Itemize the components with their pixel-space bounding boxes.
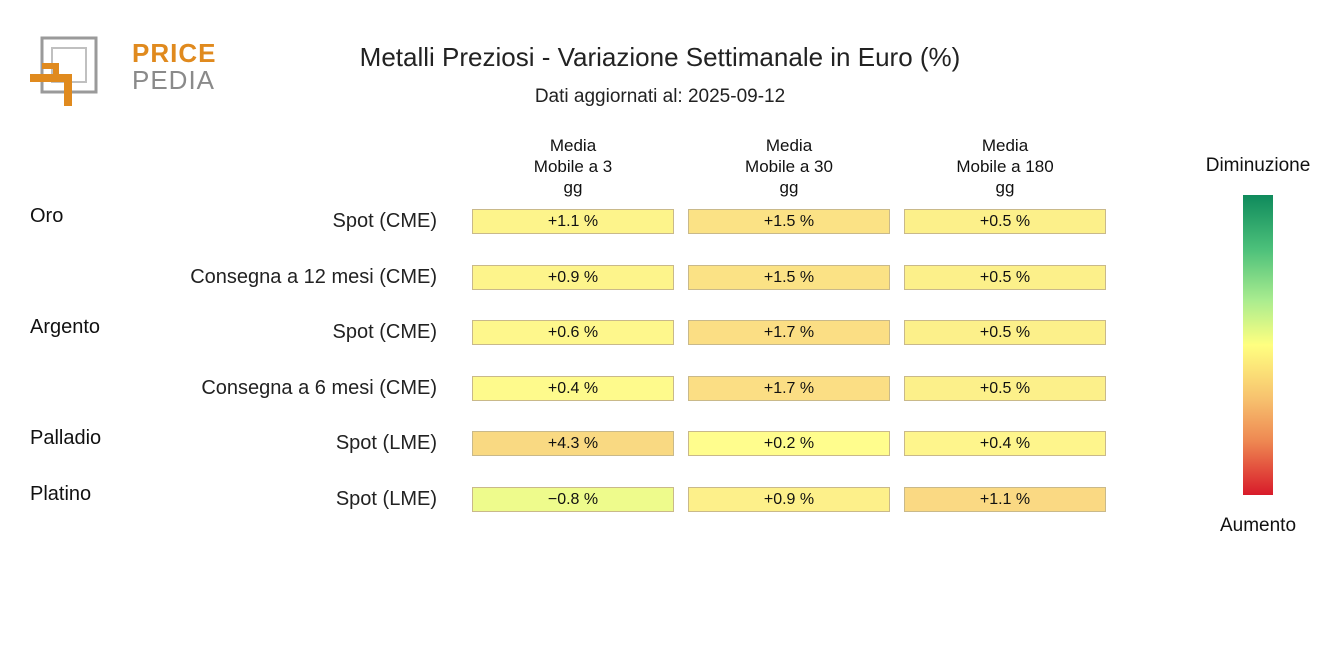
- heatmap-cell: +0.4 %: [472, 375, 674, 401]
- heatmap-cell: +0.6 %: [472, 320, 674, 345]
- heatmap-cell: +1.1 %: [472, 209, 674, 234]
- column-header: Media Mobile a 180 gg: [904, 135, 1106, 198]
- metal-group-label: Platino: [30, 482, 92, 505]
- column-header-line: Mobile a 180: [956, 157, 1054, 176]
- heatmap-cell: +0.5 %: [904, 375, 1106, 401]
- heatmap-cell: +1.5 %: [688, 264, 890, 290]
- column-header-line: Media: [981, 136, 1029, 155]
- heatmap-cell: +0.5 %: [904, 264, 1106, 290]
- legend-top-label: Diminuzione: [1205, 155, 1311, 176]
- metal-group-label: Oro: [30, 205, 64, 227]
- heatmap-cell: +0.9 %: [472, 264, 674, 290]
- column-header-line: Media: [549, 136, 597, 155]
- logo-pedia-text: PEDIA: [132, 65, 216, 95]
- heatmap-cell: +1.5 %: [688, 209, 890, 234]
- column-header-line: gg: [779, 178, 799, 197]
- metal-group-label: Palladio: [30, 427, 102, 449]
- heatmap-cell: −0.8 %: [472, 486, 674, 512]
- heatmap-cell: +0.4 %: [904, 431, 1106, 456]
- legend-color-bar: [1243, 195, 1273, 495]
- heatmap-cell: +1.7 %: [688, 320, 890, 345]
- metal-group-label: Argento: [30, 316, 101, 338]
- column-header-line: Mobile a 3: [533, 157, 613, 176]
- row-label: Spot (LME): [335, 487, 437, 510]
- chart-title: Metalli Preziosi - Variazione Settimanal…: [359, 42, 961, 72]
- column-header-line: gg: [995, 178, 1015, 197]
- logo-mark-icon: [30, 36, 98, 106]
- column-header-line: Mobile a 30: [745, 157, 833, 176]
- row-label: Spot (CME): [332, 210, 437, 232]
- row-label: Spot (LME): [335, 432, 437, 454]
- column-header-line: Media: [765, 136, 813, 155]
- heatmap-cell: +1.1 %: [904, 486, 1106, 512]
- chart-subtitle: Dati aggiornati al: 2025-09-12: [534, 86, 786, 107]
- logo-price-text: PRICE: [132, 38, 217, 68]
- heatmap-cell: +4.3 %: [472, 431, 674, 456]
- heatmap-cell: +0.5 %: [904, 320, 1106, 345]
- heatmap-cell: +0.9 %: [688, 486, 890, 512]
- heatmap-cell: +0.2 %: [688, 431, 890, 456]
- legend-bottom-label: Aumento: [1219, 515, 1297, 536]
- heatmap-cell: +1.7 %: [688, 375, 890, 401]
- pricepedia-logo: PRICE PEDIA: [28, 36, 215, 112]
- column-header: Media Mobile a 30 gg: [688, 135, 890, 198]
- row-label: Consegna a 12 mesi (CME): [190, 265, 437, 288]
- row-label: Spot (CME): [332, 321, 437, 343]
- heatmap-cell: +0.5 %: [904, 209, 1106, 234]
- column-header-line: gg: [563, 178, 583, 197]
- row-label: Consegna a 6 mesi (CME): [201, 376, 437, 399]
- column-header: Media Mobile a 3 gg: [472, 135, 674, 198]
